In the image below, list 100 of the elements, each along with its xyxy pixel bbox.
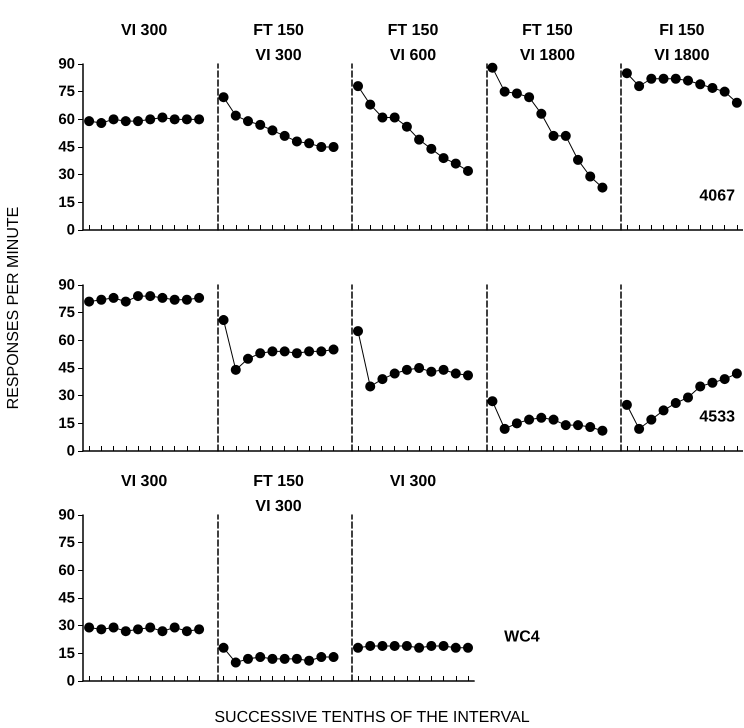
y-tick-label: 75 (58, 83, 75, 100)
point (194, 114, 204, 124)
point (487, 62, 498, 73)
text: FT 150 VI 1800 (520, 22, 576, 64)
point (500, 86, 510, 97)
y-tick-label: 45 (58, 360, 75, 376)
text: VI 300 (390, 473, 436, 490)
point (145, 114, 156, 124)
point (157, 112, 168, 122)
y-tick-label: 60 (58, 332, 75, 349)
point (500, 424, 510, 434)
point (402, 640, 412, 651)
point (414, 642, 424, 653)
point (524, 414, 534, 425)
point (463, 166, 473, 176)
point (230, 364, 241, 375)
point (280, 130, 290, 141)
point (670, 398, 681, 408)
point (707, 82, 718, 93)
y-tick-label: 15 (58, 194, 75, 211)
point (548, 130, 559, 141)
point (536, 108, 546, 119)
y-tick-label: 0 (66, 672, 75, 690)
point (120, 626, 131, 636)
point (133, 116, 143, 126)
point (182, 114, 192, 124)
point (377, 112, 388, 122)
y-tick-label: 90 (58, 506, 75, 524)
point (548, 414, 559, 425)
point (292, 136, 302, 146)
point (426, 366, 436, 377)
y-tick-label: 0 (66, 442, 75, 460)
point (170, 114, 180, 124)
point (426, 144, 436, 154)
y-tick-label: 45 (58, 590, 75, 606)
point (108, 292, 119, 303)
point (157, 292, 168, 303)
text: VI 300 (120, 473, 168, 490)
text: FT 150 VI 600 (388, 22, 438, 64)
point (622, 68, 632, 78)
point (145, 622, 156, 633)
x-axis-title: SUCCESSIVE TENTHS OF THE INTERVAL (214, 709, 530, 727)
point (108, 114, 119, 124)
point (145, 291, 156, 302)
point (426, 640, 436, 651)
point (720, 86, 730, 97)
y-tick-label: 15 (58, 414, 75, 432)
point (414, 134, 424, 145)
annotation: 4067 (699, 188, 736, 204)
y-axis-title: RESPONSES PER MINUTE (5, 206, 23, 410)
point (133, 624, 143, 634)
point (328, 142, 339, 152)
y-tick-label: 60 (58, 562, 75, 579)
point (658, 405, 669, 416)
point (280, 346, 290, 356)
point (304, 346, 314, 356)
point (133, 291, 143, 302)
point (255, 348, 266, 358)
point (230, 658, 241, 668)
point (438, 640, 449, 651)
point (108, 622, 119, 633)
point (585, 422, 596, 432)
point (377, 640, 388, 651)
point (402, 122, 412, 132)
point (243, 354, 253, 364)
point (707, 378, 718, 388)
y-tick-label: 30 (58, 617, 75, 634)
y-tick-label: 60 (58, 110, 75, 128)
point (84, 116, 94, 126)
point (450, 158, 461, 169)
point (316, 652, 326, 662)
point (96, 294, 106, 305)
point (304, 138, 314, 148)
point (390, 640, 400, 651)
point (402, 364, 412, 375)
point (267, 346, 278, 356)
point (280, 654, 290, 664)
point (438, 153, 449, 164)
point (157, 626, 168, 636)
point (622, 400, 632, 410)
point (438, 364, 449, 375)
point (84, 296, 94, 307)
point (732, 98, 742, 108)
point (634, 81, 644, 92)
y-tick-label: 0 (66, 222, 75, 238)
point (463, 370, 473, 380)
point (243, 116, 253, 126)
point (646, 74, 656, 84)
point (316, 142, 326, 152)
point (732, 368, 742, 379)
point (96, 118, 106, 128)
point (414, 363, 424, 373)
y-tick-label: 75 (58, 304, 75, 322)
point (512, 418, 522, 428)
point (194, 624, 204, 634)
point (573, 154, 583, 165)
point (194, 292, 204, 303)
point (120, 116, 131, 126)
y-tick-label: 30 (58, 387, 75, 404)
point (560, 420, 571, 430)
